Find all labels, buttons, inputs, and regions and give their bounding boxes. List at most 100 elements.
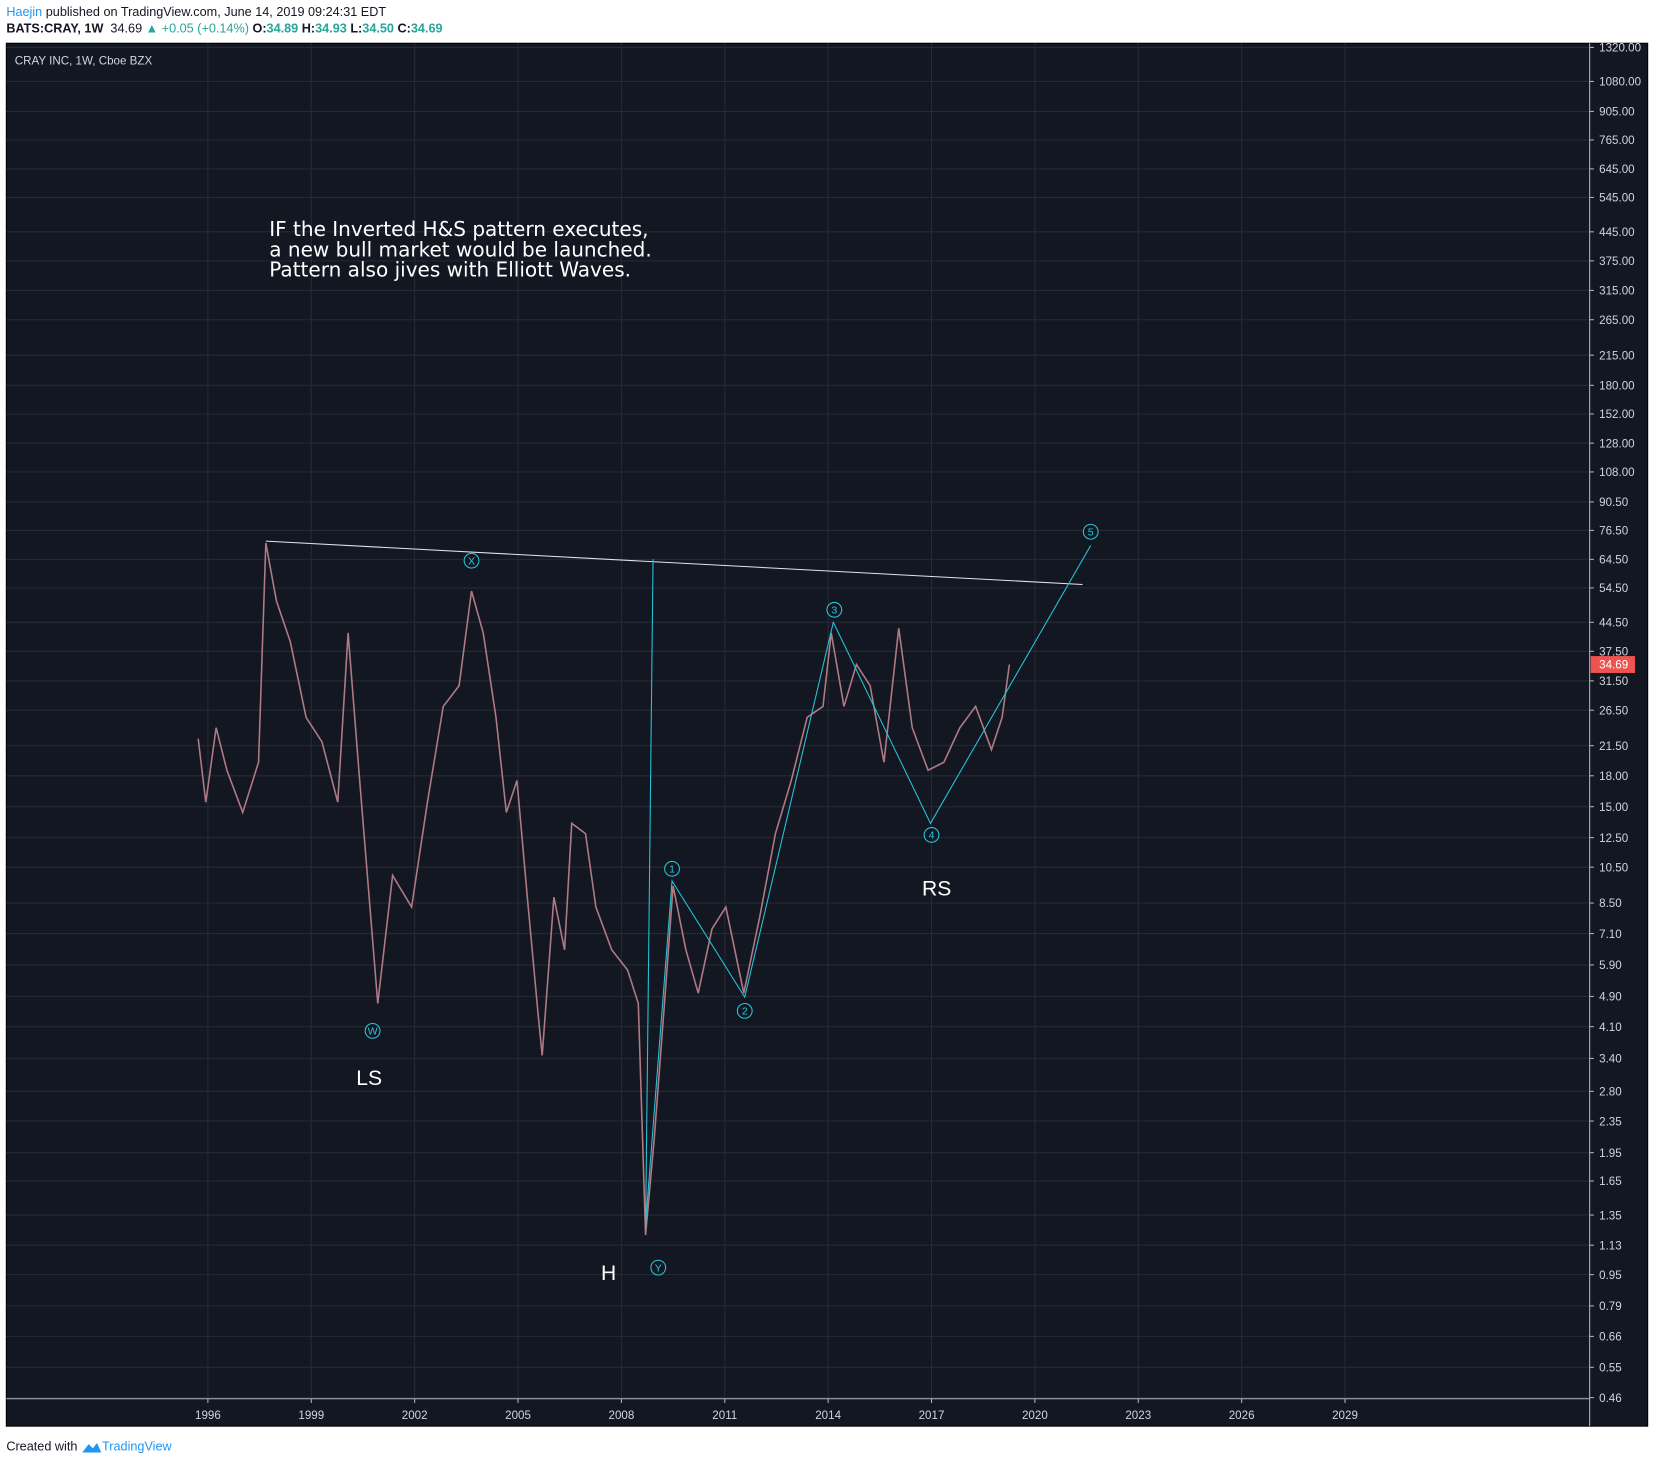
y-tick-label: 0.95 (1599, 1269, 1622, 1282)
pattern-label: H (601, 1262, 616, 1285)
y-tick-label: 0.66 (1599, 1331, 1622, 1344)
wave-label: 2 (742, 1006, 748, 1018)
wave-label: X (468, 555, 475, 567)
pattern-label: LS (356, 1067, 382, 1090)
ohlc-key: C: (397, 21, 411, 36)
y-tick-label: 76.50 (1599, 525, 1628, 538)
drawn-line (265, 540, 1083, 586)
symbol: BATS:CRAY, 1W (6, 21, 104, 36)
y-tick-label: 765.00 (1599, 134, 1634, 147)
y-tick-label: 10.50 (1599, 861, 1628, 874)
y-tick-label: 64.50 (1599, 554, 1628, 567)
y-tick-label: 1.65 (1599, 1175, 1622, 1188)
y-tick-label: 26.50 (1599, 704, 1628, 717)
wave-marker (664, 860, 680, 877)
wave-marker (923, 827, 940, 843)
x-tick-label: 2011 (712, 1409, 737, 1422)
wave-label: 5 (1088, 526, 1094, 538)
wave-marker (1082, 523, 1099, 540)
y-tick-label: 0.79 (1599, 1300, 1622, 1313)
y-tick-label: 545.00 (1599, 192, 1634, 205)
y-tick-label: 31.50 (1599, 675, 1628, 688)
wave-label: 4 (929, 830, 935, 842)
wave-marker (463, 552, 480, 569)
y-tick-label: 1.35 (1599, 1209, 1622, 1222)
last: 34.69 (110, 21, 143, 36)
x-tick-label: 2005 (505, 1409, 531, 1422)
y-tick-label: 4.10 (1599, 1021, 1622, 1034)
y-tick-label: 5.90 (1599, 959, 1622, 972)
x-tick-label: 2008 (609, 1409, 635, 1422)
wave-label: Y (655, 1262, 662, 1274)
x-tick-label: 1999 (298, 1409, 324, 1422)
y-tick-label: 1.13 (1599, 1239, 1622, 1252)
y-tick-label: 0.55 (1599, 1362, 1622, 1375)
last-price-label: 34.69 (1599, 659, 1628, 672)
y-tick-label: 15.00 (1599, 801, 1628, 814)
y-tick-label: 1080.00 (1599, 76, 1641, 89)
x-tick-label: 2026 (1229, 1409, 1255, 1422)
x-tick-label: 2029 (1332, 1409, 1358, 1422)
x-tick-label: 2023 (1125, 1409, 1151, 1422)
x-tick-label: 2014 (815, 1409, 841, 1422)
y-tick-label: 90.50 (1599, 496, 1628, 509)
drawn-line (645, 545, 1092, 1225)
y-tick-label: 315.00 (1599, 285, 1634, 298)
y-tick-label: 54.50 (1599, 582, 1628, 595)
ohlc-key: H: (301, 21, 316, 36)
brand[interactable]: TradingView (102, 1438, 172, 1454)
y-tick-label: 375.00 (1599, 255, 1634, 268)
wave-marker (364, 1022, 381, 1039)
annotation: Pattern also jives with Elliott Waves. (269, 257, 631, 281)
x-tick-label: 1996 (195, 1409, 221, 1422)
drawn-line (645, 559, 654, 1230)
x-tick-label: 2002 (402, 1409, 428, 1422)
logo (81, 1443, 101, 1453)
quote-line: BATS:CRAY, 1W 34.69 ▲ +0.05 (+0.14%) O:3… (6, 21, 446, 36)
y-tick-label: 2.80 (1599, 1086, 1622, 1099)
y-tick-label: 128.00 (1599, 437, 1634, 450)
y-tick-label: 0.46 (1599, 1392, 1622, 1405)
header-line: Haejin published on TradingView.com, Jun… (6, 4, 386, 19)
y-tick-label: 37.50 (1599, 646, 1628, 659)
chart-bg (5, 42, 1649, 1427)
ohlc-key: O: (252, 21, 267, 36)
y-tick-label: 44.50 (1599, 617, 1628, 630)
published: published on TradingView.com, June 14, 2… (45, 4, 387, 19)
ohlc-value: 34.93 (315, 21, 347, 36)
x-tick-label: 2020 (1022, 1409, 1048, 1422)
y-tick-label: 3.40 (1599, 1053, 1622, 1066)
annotation: a new bull market would be launched. (269, 237, 652, 261)
created: Created with (6, 1438, 78, 1454)
y-tick-label: 8.50 (1599, 897, 1622, 910)
pattern-label: RS (922, 878, 951, 901)
y-tick-label: 1.95 (1599, 1147, 1622, 1160)
y-tick-label: 108.00 (1599, 466, 1634, 479)
change: ▲ +0.05 (+0.14%) (145, 21, 249, 36)
ohlc-key: L: (350, 21, 363, 36)
wave-label: W (368, 1026, 378, 1038)
wave-label: 1 (669, 864, 675, 876)
author[interactable]: Haejin (6, 4, 43, 19)
y-tick-label: 4.90 (1599, 991, 1622, 1004)
y-tick-label: 21.50 (1599, 740, 1628, 753)
wave-label: 3 (831, 605, 837, 617)
ohlc-value: 34.50 (362, 21, 394, 36)
y-tick-label: 1320.00 (1599, 42, 1641, 55)
y-tick-label: 12.50 (1599, 832, 1628, 845)
y-tick-label: 2.35 (1599, 1115, 1622, 1128)
y-tick-label: 265.00 (1599, 314, 1634, 327)
footer: Created with TradingView (6, 1438, 171, 1454)
y-tick-label: 7.10 (1599, 928, 1622, 941)
y-tick-label: 18.00 (1599, 770, 1628, 783)
y-tick-label: 180.00 (1599, 380, 1634, 393)
y-tick-label: 152.00 (1599, 408, 1634, 421)
price-line (197, 542, 1011, 1236)
y-tick-label: 445.00 (1599, 226, 1634, 239)
ohlc-value: 34.89 (266, 21, 299, 36)
wave-marker (650, 1259, 667, 1276)
last-price-box (1590, 656, 1636, 673)
annotation: IF the Inverted H&S pattern executes, (269, 217, 648, 241)
